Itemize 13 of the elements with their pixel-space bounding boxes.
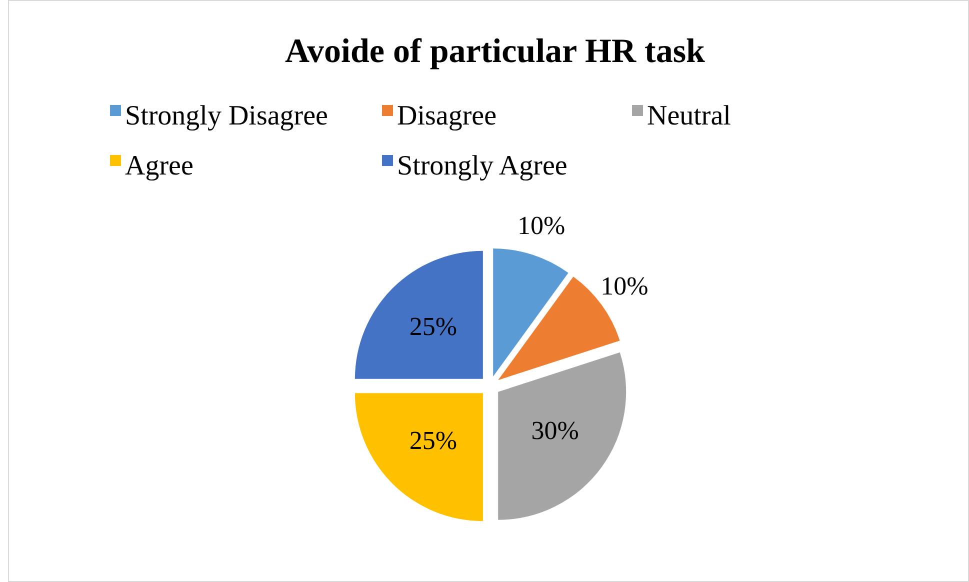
data-label: 10% [518, 210, 566, 240]
legend-label: Neutral [647, 100, 732, 132]
data-label: 25% [409, 426, 457, 455]
legend-entry: Disagree [382, 100, 497, 132]
legend-entry: Strongly Disagree [110, 100, 328, 132]
legend-entry: Strongly Agree [382, 150, 568, 182]
legend-entry: Neutral [632, 100, 731, 132]
data-label: 10% [600, 271, 648, 300]
legend-entry: Agree [110, 150, 194, 182]
data-label: 25% [409, 312, 457, 342]
legend-label: Agree [125, 150, 194, 182]
chart-title: Avoide of particular HR task [285, 33, 706, 70]
data-label: 30% [531, 416, 579, 446]
